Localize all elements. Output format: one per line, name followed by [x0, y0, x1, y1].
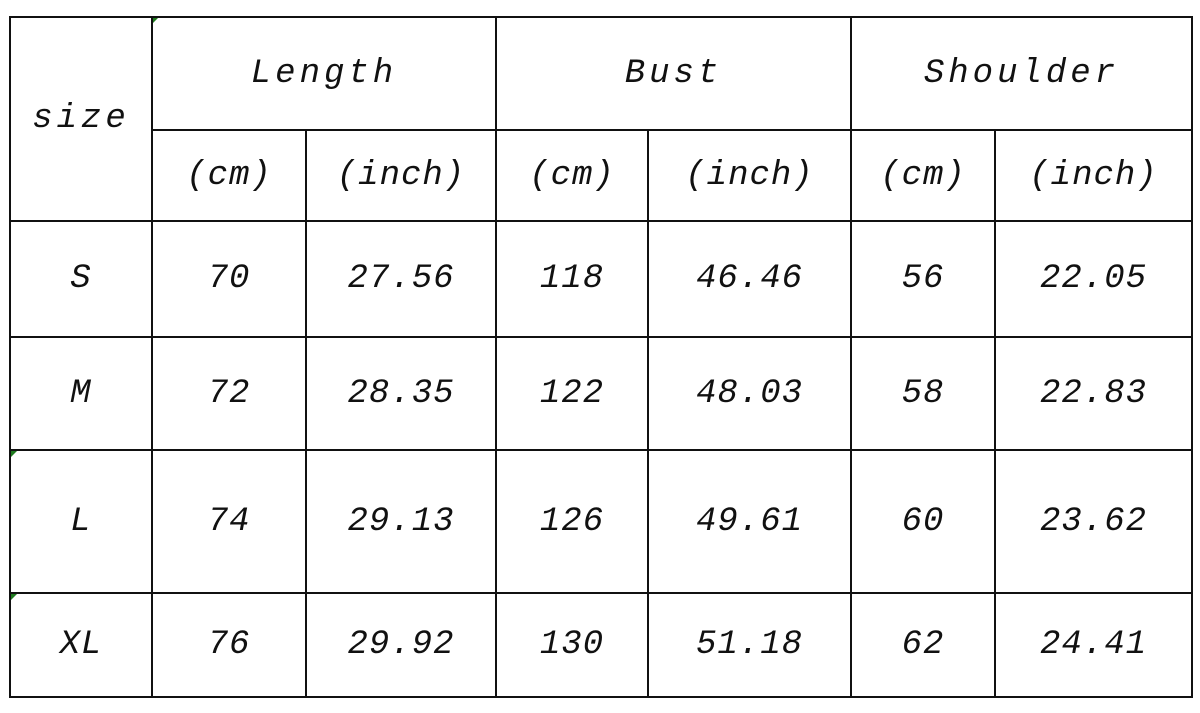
value-cell: 29.13: [305, 449, 497, 594]
size-chart-table: size Length Bust Shoulder (cm) (inch) (c…: [9, 16, 1193, 698]
value-cell: 74: [151, 449, 307, 594]
group-header-length: Length: [151, 16, 497, 131]
value-cell: 72: [151, 336, 307, 451]
unit-header: (cm): [495, 129, 649, 222]
value-cell: 60: [850, 449, 996, 594]
value-cell: 58: [850, 336, 996, 451]
value-cell: 76: [151, 592, 307, 698]
group-header-bust: Bust: [495, 16, 852, 131]
value-cell: 29.92: [305, 592, 497, 698]
table-row: XL 76 29.92 130 51.18 62 24.41: [9, 592, 1193, 698]
size-cell: S: [9, 220, 153, 338]
unit-header: (cm): [151, 129, 307, 222]
value-cell: 24.41: [994, 592, 1193, 698]
value-cell: 56: [850, 220, 996, 338]
size-cell: M: [9, 336, 153, 451]
header-row: size Length Bust Shoulder: [9, 16, 1193, 222]
unit-header: (inch): [305, 129, 497, 222]
value-cell: 51.18: [647, 592, 852, 698]
value-cell: 49.61: [647, 449, 852, 594]
unit-header: (cm): [850, 129, 996, 222]
value-cell: 46.46: [647, 220, 852, 338]
value-cell: 70: [151, 220, 307, 338]
unit-header: (inch): [994, 129, 1193, 222]
group-header-shoulder: Shoulder: [850, 16, 1193, 131]
value-cell: 22.83: [994, 336, 1193, 451]
value-cell: 28.35: [305, 336, 497, 451]
value-cell: 122: [495, 336, 649, 451]
value-cell: 22.05: [994, 220, 1193, 338]
value-cell: 27.56: [305, 220, 497, 338]
size-header: size: [9, 16, 153, 222]
size-cell: L: [9, 449, 153, 594]
table-row: S 70 27.56 118 46.46 56 22.05: [9, 220, 1193, 338]
table-row: M 72 28.35 122 48.03 58 22.83: [9, 336, 1193, 451]
value-cell: 126: [495, 449, 649, 594]
value-cell: 118: [495, 220, 649, 338]
unit-header: (inch): [647, 129, 852, 222]
value-cell: 48.03: [647, 336, 852, 451]
table-row: L 74 29.13 126 49.61 60 23.62: [9, 449, 1193, 594]
unit-row: (cm) (inch) (cm) (inch) (cm) (inch): [10, 129, 1193, 222]
value-cell: 62: [850, 592, 996, 698]
size-cell: XL: [9, 592, 153, 698]
value-cell: 23.62: [994, 449, 1193, 594]
value-cell: 130: [495, 592, 649, 698]
